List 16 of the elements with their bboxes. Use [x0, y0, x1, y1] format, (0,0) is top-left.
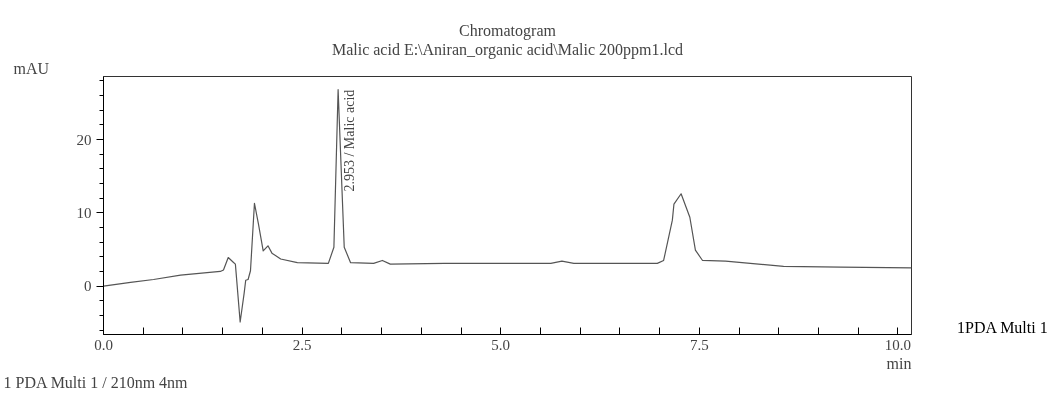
y-tick-label: 20: [76, 131, 92, 148]
x-tick-label: 2.5: [292, 336, 312, 353]
y-axis-title: mAU: [13, 59, 50, 77]
x-axis-title: min: [886, 354, 912, 372]
annotation: 2.953 / Malic acid: [342, 89, 358, 192]
text: 1PDA Multi 1: [957, 318, 1048, 338]
x-tick-label: 0.0: [94, 336, 113, 353]
text: 1 PDA Multi 1 / 210nm 4nm: [3, 373, 189, 391]
x-tick-label: 5.0: [491, 336, 511, 353]
x-tick-label: 7.5: [690, 336, 709, 353]
line-series: [103, 89, 912, 323]
chart-title: Chromatogram: [459, 21, 557, 40]
y-tick-label: 10: [76, 204, 92, 221]
chart-subtitle: Malic acid E:\Aniran_organic acid\Malic 200ppm1.lcd: [331, 40, 684, 59]
x-tick-label: 10.0: [884, 336, 912, 353]
y-tick-label: 0: [84, 278, 92, 295]
